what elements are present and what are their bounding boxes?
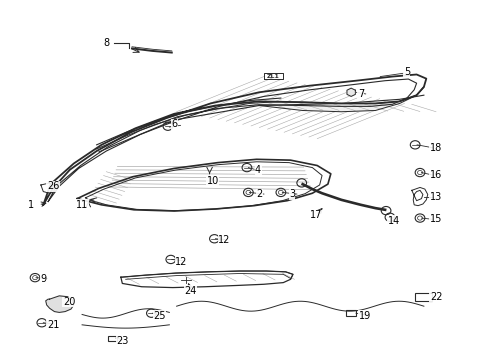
Bar [108, 336, 117, 341]
Bar [414, 293, 431, 301]
Polygon shape [45, 296, 74, 312]
Text: 1: 1 [28, 200, 34, 210]
Text: 22: 22 [429, 292, 441, 302]
Text: 15: 15 [429, 214, 441, 224]
Text: 21: 21 [47, 320, 59, 330]
Text: 20: 20 [62, 297, 75, 307]
Polygon shape [346, 88, 355, 96]
Text: 3: 3 [288, 189, 294, 199]
Text: 23: 23 [116, 336, 128, 346]
Text: 10: 10 [206, 176, 219, 186]
Text: 12: 12 [175, 257, 187, 266]
Polygon shape [259, 87, 423, 112]
Text: ZL1: ZL1 [266, 74, 280, 78]
Text: 5: 5 [403, 67, 409, 77]
Text: 2: 2 [255, 189, 262, 199]
Text: 4: 4 [254, 165, 261, 175]
Text: 18: 18 [429, 143, 441, 153]
Text: 24: 24 [183, 286, 196, 296]
Text: 6: 6 [171, 119, 177, 129]
Text: 19: 19 [358, 311, 370, 321]
Text: 7: 7 [357, 89, 363, 99]
Text: 13: 13 [429, 192, 441, 202]
Text: 25: 25 [153, 311, 165, 321]
Text: 9: 9 [40, 274, 46, 284]
Text: 11: 11 [76, 200, 88, 210]
Text: 17: 17 [309, 210, 322, 220]
Text: 12: 12 [218, 235, 230, 245]
Text: 8: 8 [103, 39, 109, 49]
Text: 26: 26 [47, 181, 59, 191]
Text: 14: 14 [387, 216, 399, 226]
Bar [345, 310, 356, 316]
Text: 16: 16 [429, 170, 441, 180]
